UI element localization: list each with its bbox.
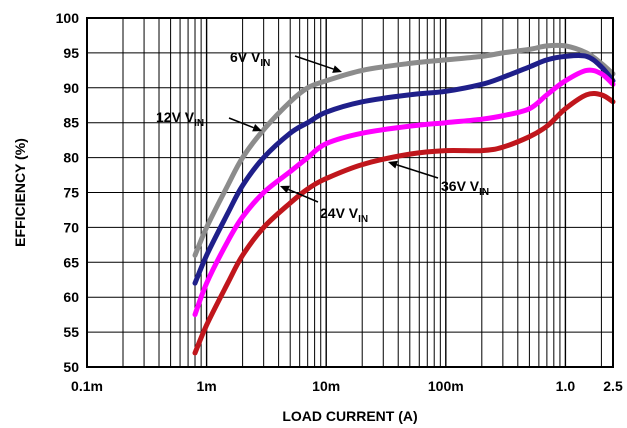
y-tick-label: 90 — [63, 80, 79, 96]
series-line-2 — [192, 67, 616, 318]
series-layer — [192, 42, 616, 356]
plot-frame — [86, 17, 614, 368]
y-tick-label: 60 — [63, 289, 79, 305]
x-tick-label: 1m — [196, 378, 216, 394]
annotation-arrow-line — [396, 164, 439, 179]
series-line-0 — [192, 42, 616, 258]
annotation-arrow-line — [288, 188, 319, 203]
y-tick-label: 70 — [63, 219, 79, 235]
y-tick-label: 80 — [63, 150, 79, 166]
annotation-subscript: IN — [194, 118, 204, 129]
annotation-subscript: IN — [358, 214, 368, 225]
annotation-label: 6V VIN — [230, 49, 270, 69]
annotation-arrow-line — [228, 117, 254, 129]
x-tick-label: 2.5 — [603, 378, 623, 394]
series-line-1 — [192, 52, 616, 286]
y-tick-label: 50 — [63, 359, 79, 375]
y-tick-label: 95 — [63, 45, 79, 61]
annotation-subscript: IN — [479, 187, 489, 198]
series-line-3 — [192, 90, 616, 356]
y-tick-labels: 50 55 60 65 70 75 80 85 90 95 100 — [56, 10, 80, 375]
x-tick-label: 1.0 — [556, 378, 576, 394]
x-tick-label: 0.1m — [71, 378, 103, 394]
x-tick-labels: 0.1m 1m 10m 100m 1.0 2.5 — [71, 378, 623, 394]
y-tick-label: 55 — [63, 324, 79, 340]
y-axis-title: EFFICIENCY (%) — [12, 138, 28, 247]
annotation-0: 6V VIN — [230, 49, 342, 73]
annotation-arrow-line — [294, 55, 334, 70]
annotation-arrow-head — [280, 185, 290, 194]
y-tick-label: 65 — [63, 254, 79, 270]
x-tick-label: 100m — [428, 378, 464, 394]
annotation-arrow-head — [388, 160, 398, 169]
x-axis-title: LOAD CURRENT (A) — [282, 408, 417, 424]
annotation-2: 24V VIN — [280, 185, 368, 225]
annotation-arrow-head — [332, 65, 342, 73]
annotation-label: 12V VIN — [156, 109, 204, 129]
grid — [87, 18, 613, 367]
annotation-3: 36V VIN — [388, 160, 489, 198]
annotation-label: 36V VIN — [441, 178, 489, 198]
x-tick-label: 10m — [312, 378, 340, 394]
annotation-1: 12V VIN — [156, 109, 262, 132]
y-tick-label: 85 — [63, 115, 79, 131]
annotation-subscript: IN — [260, 58, 270, 69]
annotation-label: 24V VIN — [320, 205, 368, 225]
y-tick-label: 75 — [63, 185, 79, 201]
annotations: 6V VIN 12V VIN 24V VIN 36V VIN — [156, 49, 489, 225]
annotation-arrow-head — [252, 123, 262, 132]
y-tick-label: 100 — [56, 10, 80, 26]
